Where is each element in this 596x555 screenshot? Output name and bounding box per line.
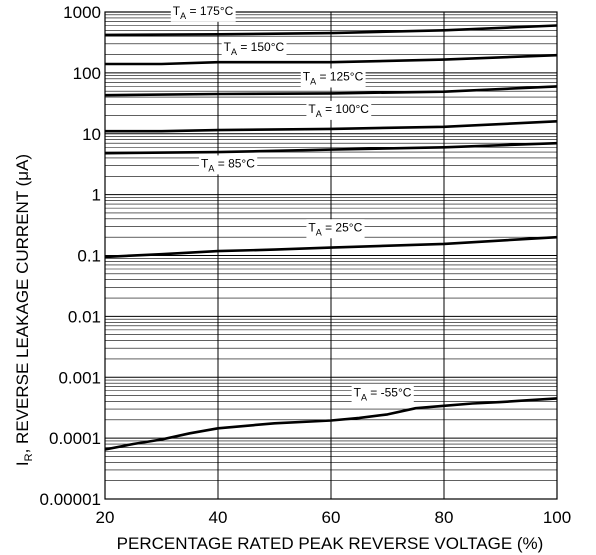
y-axis-label-main: I [13,461,32,466]
series-label-background [351,384,414,404]
series-label-symbol: T [173,4,181,18]
series-label: TA = 85°C [199,155,258,175]
series-label-symbol: T [354,386,362,400]
y-tick-label: 1 [92,186,101,205]
series-label: TA = 100°C [306,100,372,120]
x-tick-label: 100 [543,508,571,527]
series-line [104,24,558,37]
series-label-background [170,2,236,22]
series-label-value: = 150°C [237,40,284,54]
series-label-symbol: T [308,102,316,116]
series-label: TA = 125°C [300,68,366,88]
plot-frame [104,11,558,500]
series-line [104,397,558,451]
series-label-background [300,68,366,88]
series-label-value: = 85°C [214,156,255,170]
series-label-symbol: T [224,40,232,54]
series-label-text: TA = -55°C [354,386,412,403]
series-label-background [306,219,365,239]
y-tick-label: 1000 [63,3,101,22]
series-label-value: = -55°C [367,386,412,400]
series-label-subscript: A [316,227,322,237]
series-line [105,120,558,133]
series-label-value: = 25°C [322,220,363,234]
series-label-text: TA = 100°C [308,102,369,119]
x-tick-label: 80 [435,508,454,527]
y-tick-label: 0.0001 [49,429,101,448]
y-tick-label: 0.01 [68,307,101,326]
y-tick-label: 10 [82,125,101,144]
series-label-subscript: A [208,163,214,173]
series-label-text: TA = 175°C [173,4,234,21]
series-line [104,85,558,97]
y-tick-label: 0.001 [58,368,101,387]
series-label-symbol: T [201,156,209,170]
y-axis-label: IR, REVERSE LEAKAGE CURRENT (μA) [13,154,35,466]
x-tick-labels: 20 40 60 80 100 [96,508,572,527]
series-line [104,235,558,259]
series-label-background [221,38,287,58]
y-tick-label: 100 [73,64,101,83]
curves [104,24,558,451]
series-label: TA = 25°C [306,219,365,239]
series-label-subscript: A [180,11,186,21]
y-axis-label-sub: R [23,453,35,461]
y-tick-label: 0.1 [77,247,101,266]
series-label-background [199,155,258,175]
y-tick-labels: 1000 100 10 1 0.1 0.01 0.001 0.0001 0.00001 [40,3,101,509]
series-label-value: = 125°C [316,69,363,83]
series-line [105,53,558,66]
series-label-background [306,100,372,120]
series-label: TA = 150°C [221,38,287,58]
series-label-subscript: A [316,109,322,119]
y-axis-label-rest: , REVERSE LEAKAGE CURRENT (μA) [13,154,32,454]
series-label-subscript: A [231,47,237,57]
y-tick-label: 0.00001 [40,490,101,509]
series-label-subscript: A [310,76,316,86]
series-label-text: TA = 25°C [308,220,362,237]
series-label-text: TA = 125°C [303,69,364,86]
x-tick-label: 20 [96,508,115,527]
series-label-symbol: T [303,69,311,83]
series-label-text: TA = 85°C [201,156,255,173]
series-line [104,141,558,155]
series-label-value: = 175°C [186,4,233,18]
series-label: TA = 175°C [170,2,236,22]
x-axis-label: PERCENTAGE RATED PEAK REVERSE VOLTAGE (%… [117,534,544,553]
curve-labels: TA = 175°CTA = 150°CTA = 125°CTA = 100°C… [170,2,414,404]
x-tick-label: 60 [322,508,341,527]
x-tick-label: 40 [209,508,228,527]
series-label-subscript: A [361,393,367,403]
series-label-value: = 100°C [322,102,369,116]
series-label-text: TA = 150°C [224,40,285,57]
series-label-symbol: T [308,220,316,234]
series-label: TA = -55°C [351,384,414,404]
